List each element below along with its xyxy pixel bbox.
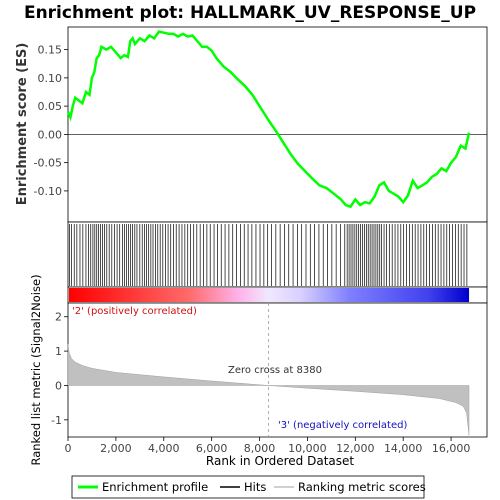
- xtick-label: 16,000: [432, 442, 471, 455]
- legend: Enrichment profile Hits Ranking metric s…: [71, 475, 426, 499]
- metric-ytick-label: 0: [55, 379, 62, 392]
- legend-frame: [71, 475, 425, 499]
- metric-ytick-label: 2: [55, 311, 62, 324]
- xtick-label: 6,000: [196, 442, 228, 455]
- xtick-label: 8,000: [244, 442, 276, 455]
- es-ytick-label: -0.05: [34, 157, 62, 170]
- enrichment-profile-line: [66, 30, 471, 209]
- xtick-label: 10,000: [288, 442, 327, 455]
- x-axis-label: Rank in Ordered Dataset: [206, 454, 354, 468]
- es-panel: -0.10 -0.05 0.00 0.05 0.10 0.15: [34, 26, 488, 223]
- metric-axis-label: Ranked list metric (Signal2Noise): [29, 274, 43, 465]
- negative-correlation-label: '3' (negatively correlated): [278, 420, 407, 431]
- metric-panel: -1 0 1 2 '2' (positively correlated) '3' (n…: [51, 302, 488, 438]
- metric-panel-frame: [67, 302, 488, 438]
- xtick-label: 14,000: [384, 442, 423, 455]
- positive-correlation-label: '2' (positively correlated): [72, 306, 197, 317]
- xtick-label: 4,000: [148, 442, 180, 455]
- metric-ytick-label: 1: [55, 345, 62, 358]
- hits-panel-frame: [67, 221, 488, 288]
- zero-cross-label: Zero cross at 8380: [228, 365, 322, 376]
- es-axis-label: Enrichment score (ES): [15, 43, 30, 206]
- legend-label-metric: Ranking metric scores: [298, 480, 426, 494]
- ranking-metric-area: [67, 344, 470, 436]
- es-panel-frame: [67, 26, 488, 223]
- heatmap-gradient: [69, 288, 470, 302]
- metric-ytick-label: -1: [51, 414, 62, 427]
- xtick-label: 12,000: [336, 442, 375, 455]
- es-ytick-label: 0.00: [38, 128, 63, 141]
- xtick-label: 2,000: [100, 442, 132, 455]
- rank-color-bar: [67, 286, 488, 304]
- chart-title: Enrichment plot: HALLMARK_UV_RESPONSE_UP: [24, 3, 476, 23]
- es-ytick-label: 0.15: [38, 44, 63, 57]
- xtick-label: 0: [65, 442, 72, 455]
- legend-label-hits: Hits: [244, 480, 266, 494]
- legend-label-enrichment: Enrichment profile: [102, 480, 208, 494]
- es-ytick-label: 0.05: [38, 100, 63, 113]
- hits-panel: [67, 221, 488, 288]
- es-ytick-label: -0.10: [34, 185, 62, 198]
- es-ytick-label: 0.10: [38, 72, 63, 85]
